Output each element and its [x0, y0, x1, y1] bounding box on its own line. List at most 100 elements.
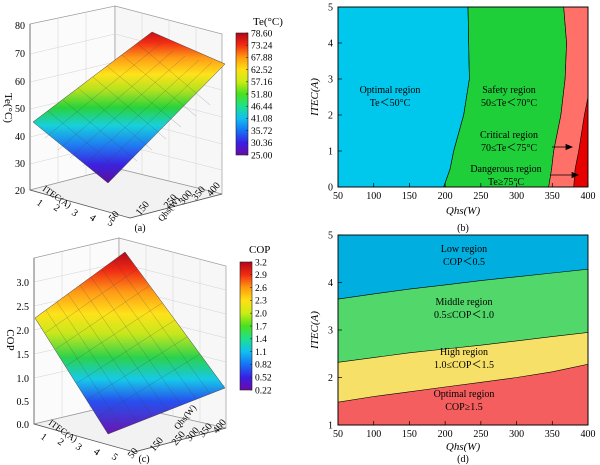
panel-b-caption: (b)	[457, 223, 469, 234]
panel-c-z-tick: 0.5	[17, 397, 30, 408]
panel-c-colorbar-tick-label: 1.4	[255, 335, 267, 345]
panel-b-arrows	[550, 143, 580, 179]
panel-d-region-condition: COP≥1.5	[445, 402, 482, 413]
panel-d-x-tick: 100	[366, 429, 381, 440]
panel-a-surface-mesh	[44, 42, 213, 175]
panel-b-x-tick: 200	[438, 191, 453, 202]
panel-c-colorbar-tick-label: 2.6	[255, 284, 267, 294]
panel-b-y-tick: 2	[328, 111, 333, 122]
panel-c-colorbar-tick-label: 0.82	[255, 361, 272, 371]
panel-c-colorbar-tick-label: 2.3	[255, 297, 267, 307]
panel-a-z-label: Te(°C)	[2, 93, 14, 123]
panel-c-colorbar-labels: 3.2 2.9 2.6 2.3 2.0 1.7 1.4 1.1 0.82 0.52 0.22	[250, 258, 272, 396]
panel-d-x-label: Qhs(W)	[446, 441, 481, 453]
panel-d-x-tick: 350	[545, 429, 560, 440]
panel-b-region-condition: 50≤Te＜70°C	[481, 98, 537, 109]
panel-d-region-name: Middle region	[436, 297, 493, 308]
panel-b-x-ticks: 50 100 150 200 250 300 350 400	[333, 183, 596, 202]
panel-a-colorbar-labels: 78.60 73.24 67.88 62.52 57.16 51.80 46.44 41.08…	[246, 29, 273, 161]
panel-c-surface	[34, 251, 226, 435]
panel-d-y-tick: 4	[328, 278, 333, 289]
panel-c-z-tick: 2.0	[17, 326, 30, 337]
panel-d-y-tick: 1	[328, 421, 333, 432]
panel-b-x-tick: 150	[402, 191, 417, 202]
panel-a-colorbar-tick-label: 57.16	[251, 78, 273, 88]
panel-d-x-tick: 400	[581, 429, 596, 440]
panel-d-y-tick: 5	[328, 231, 333, 242]
panel-b-region-name: Critical region	[480, 130, 538, 141]
panel-a-z-tick: 50	[15, 104, 25, 115]
panel-c-z-label: COP	[4, 329, 16, 350]
panel-b-region-condition: 70≤Te＜75°C	[481, 143, 537, 154]
panel-d-y-tick: 2	[328, 373, 333, 384]
panel-a-x-tick: 2	[51, 202, 61, 214]
panel-c-colorbar-tick-label: 1.7	[255, 322, 267, 332]
panel-a-colorbar-tick-label: 35.72	[251, 127, 273, 137]
panel-b-region-name: Safety region	[482, 85, 536, 96]
panel-b-x-tick: 100	[366, 191, 381, 202]
panel-c-z-tick: 0.0	[17, 420, 30, 431]
panel-c-colorbar-tick-label: 2.9	[255, 271, 267, 281]
panel-c-z-tick: 1.0	[17, 374, 30, 385]
panel-d-y-tick: 3	[328, 326, 333, 337]
panel-a-colorbar-tick-label: 41.08	[251, 115, 273, 125]
panel-b-x-tick: 350	[545, 191, 560, 202]
panel-b-y-label: ITEC(A)	[309, 78, 321, 117]
panel-b-y-tick: 3	[328, 75, 333, 86]
panel-b-region-name: Optimal region	[360, 85, 421, 96]
panel-a-z-ticks: 80 70 60 50 40 30 20	[15, 21, 25, 197]
panel-b-y-tick: 5	[328, 3, 333, 14]
panel-b-region-name: Dangerous region	[470, 164, 541, 175]
panel-a-caption: (a)	[134, 223, 145, 234]
panel-b-y-ticks: 0 1 2 3 4 5	[328, 3, 342, 194]
panel-d-caption: (d)	[457, 454, 469, 465]
panel-c-colorbar-tick-label: 0.52	[255, 374, 272, 384]
panel-b-arrowhead	[571, 171, 580, 179]
panel-a-z-tick: 20	[15, 186, 25, 197]
panel-b-x-tick: 50	[333, 191, 343, 202]
panel-b-optimal-region	[337, 6, 470, 188]
panel-b-x-label: Qhs(W)	[446, 205, 481, 217]
panel-d-x-tick: 200	[438, 429, 453, 440]
panel-d-region-name: High region	[440, 347, 488, 358]
panel-b-region-condition: Te＜50°C	[370, 98, 411, 109]
panel-c-x-tick: 4	[91, 446, 101, 458]
panel-d-x-ticks: 50 100 150 200 250 300 350 400	[333, 421, 596, 440]
panel-d-y-ticks: 1 2 3 4 5	[328, 231, 342, 432]
panel-d-x-tick: 150	[402, 429, 417, 440]
panel-c-cop-surface: 3.0 2.5 2.0 1.5 1.0 0.5 0.0 COP 1 2 3 4 …	[4, 237, 272, 465]
panel-c-colorbar-tick-label: 3.2	[255, 258, 267, 268]
panel-d-region-name: Low region	[441, 244, 487, 255]
panel-b-x-tick: 300	[509, 191, 524, 202]
panel-a-x-tick: 3	[69, 207, 79, 219]
panel-d-y-label: ITEC(A)	[309, 311, 321, 350]
panel-a-z-tick: 80	[15, 21, 25, 32]
panel-a-z-tick: 40	[15, 132, 25, 143]
panel-a-z-tick: 70	[15, 49, 25, 60]
panel-d-region-name: Optimal region	[434, 389, 495, 400]
panel-c-colorbar-tick-label: 2.0	[255, 310, 267, 320]
panel-b-te-regions: 50 100 150 200 250 300 350 400 0 1 2 3 4 5 Qhs(W) IT…	[309, 3, 596, 235]
panel-c-colorbar-tick-label: 1.1	[255, 348, 267, 358]
panel-a-te-surface: 80 70 60 50 40 30 20 Te(°C) 1 2 3 4 5 IT…	[2, 5, 283, 234]
panel-c-x-ticks: 1 2 3 4 5	[38, 431, 119, 463]
panel-a-colorbar-tick-label: 73.24	[251, 42, 273, 52]
panel-d-region-condition: 0.5≤COP＜1.0	[434, 310, 494, 321]
panel-c-caption: (c)	[138, 454, 149, 465]
panel-c-x-tick: 3	[73, 441, 83, 453]
panel-a-z-tick: 60	[15, 77, 25, 88]
panel-b-y-tick: 0	[328, 183, 333, 194]
panel-a-colorbar-title: Te(°C)	[253, 16, 283, 28]
panel-b-x-tick: 400	[581, 191, 596, 202]
panel-a-x-tick: 4	[87, 212, 97, 224]
panel-b-region-condition: Te≥75°C	[488, 177, 524, 188]
panel-d-x-tick: 50	[333, 429, 343, 440]
panel-c-z-ticks: 3.0 2.5 2.0 1.5 1.0 0.5 0.0	[17, 278, 30, 431]
panel-a-x-ticks: 1 2 3 4 5	[34, 197, 115, 229]
panel-d-x-tick: 300	[509, 429, 524, 440]
panel-c-colorbar-title: COP	[249, 244, 270, 256]
panel-c-z-tick: 2.5	[17, 302, 30, 313]
panel-c-x-tick: 1	[38, 431, 48, 443]
panel-a-z-tick: 30	[15, 159, 25, 170]
